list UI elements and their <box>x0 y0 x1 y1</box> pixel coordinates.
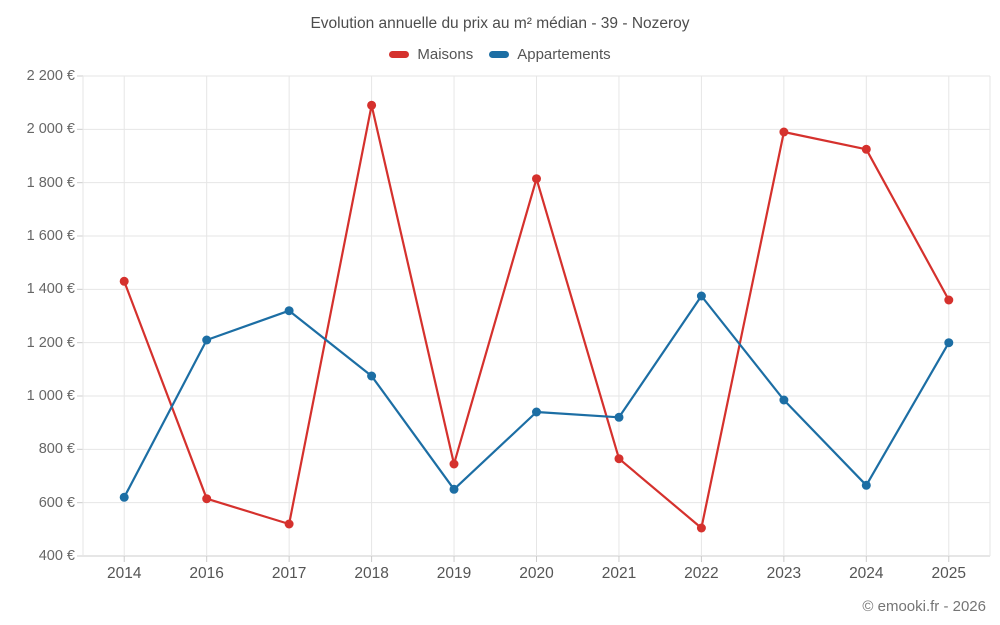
data-point-maisons-2018[interactable] <box>367 100 377 110</box>
y-axis-tick-label: 1 400 € <box>26 281 75 298</box>
data-point-maisons-2016[interactable] <box>202 494 212 504</box>
y-axis-tick-label: 400 € <box>38 548 75 564</box>
y-axis-tick-label: 1 000 € <box>26 388 75 404</box>
data-point-appartements-2024[interactable] <box>861 480 871 490</box>
data-point-maisons-2023[interactable] <box>779 127 789 137</box>
data-point-appartements-2014[interactable] <box>119 492 129 502</box>
data-point-appartements-2021[interactable] <box>614 412 624 422</box>
x-axis-tick-label: 2022 <box>684 565 719 582</box>
x-axis-tick-label: 2018 <box>354 565 389 582</box>
data-point-maisons-2022[interactable] <box>696 523 706 533</box>
y-axis-tick-label: 800 € <box>38 441 75 458</box>
maisons-series-swatch-icon <box>389 51 410 58</box>
data-point-appartements-2022[interactable] <box>696 291 706 301</box>
y-axis-tick-label: 1 200 € <box>26 334 75 351</box>
legend-item-maisons[interactable]: Maisons <box>389 46 473 63</box>
data-point-appartements-2023[interactable] <box>779 395 789 405</box>
data-point-appartements-2016[interactable] <box>202 335 212 345</box>
data-point-maisons-2019[interactable] <box>449 459 459 469</box>
data-point-appartements-2019[interactable] <box>449 484 459 494</box>
y-axis-tick-label: 600 € <box>38 494 75 511</box>
data-point-maisons-2014[interactable] <box>119 276 129 286</box>
x-axis-tick-label: 2024 <box>849 565 884 582</box>
chart-legend: Maisons Appartements <box>0 46 1000 63</box>
x-axis-tick-label: 2014 <box>106 565 142 582</box>
data-point-maisons-2020[interactable] <box>532 174 541 184</box>
data-point-appartements-2020[interactable] <box>532 407 541 417</box>
data-point-appartements-2018[interactable] <box>367 371 377 381</box>
x-axis-tick-label: 2019 <box>436 565 472 582</box>
y-axis-tick-label: 1 800 € <box>26 174 75 191</box>
watermark: © emooki.fr - 2026 <box>862 598 986 615</box>
data-point-appartements-2017[interactable] <box>284 306 294 316</box>
chart-title: Evolution annuelle du prix au m² médian … <box>310 15 690 32</box>
legend-label-maisons: Maisons <box>417 46 474 63</box>
y-axis-tick-label: 2 200 € <box>26 68 75 84</box>
y-axis-tick-label: 2 000 € <box>26 121 75 138</box>
data-point-maisons-2025[interactable] <box>944 295 954 305</box>
x-axis-tick-label: 2025 <box>931 565 966 582</box>
x-axis-tick-label: 2023 <box>766 565 802 582</box>
x-axis-tick-label: 2021 <box>601 565 637 582</box>
data-point-maisons-2017[interactable] <box>284 519 294 529</box>
data-point-maisons-2021[interactable] <box>614 454 624 464</box>
data-point-appartements-2025[interactable] <box>944 338 954 348</box>
x-axis-tick-label: 2016 <box>189 565 224 582</box>
y-axis-tick-label: 1 600 € <box>26 228 75 244</box>
appartements-series-swatch-icon <box>489 51 510 58</box>
x-axis-tick-label: 2017 <box>271 565 307 582</box>
legend-item-appartements[interactable]: Appartements <box>489 46 611 63</box>
legend-label-appartements: Appartements <box>517 46 611 63</box>
x-axis-tick-label: 2020 <box>519 565 554 582</box>
data-point-maisons-2024[interactable] <box>861 144 871 154</box>
